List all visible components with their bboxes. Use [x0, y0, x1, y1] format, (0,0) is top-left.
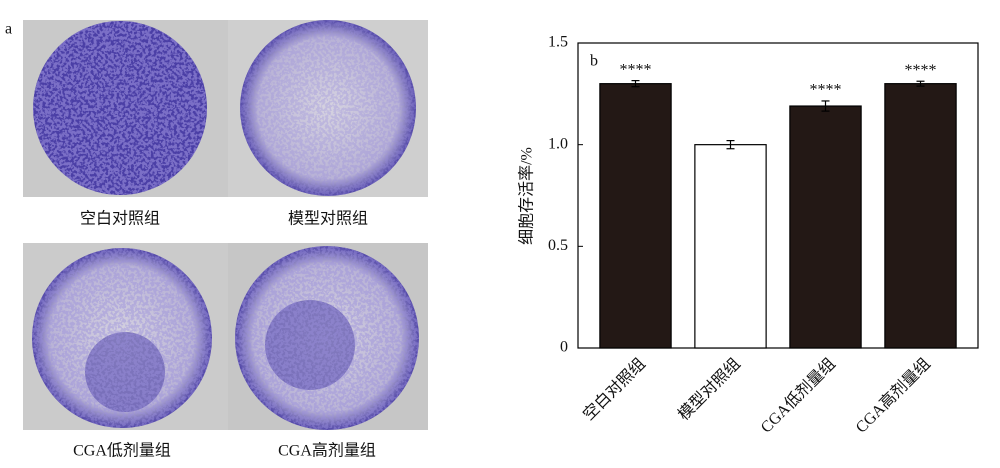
x-tick-label: 模型对照组: [675, 355, 744, 424]
error-bar: [726, 140, 735, 150]
image-caption: 模型对照组: [288, 210, 368, 228]
plot-frame: [577, 42, 979, 349]
panel-label: b: [590, 53, 598, 70]
bar: [884, 83, 957, 349]
error-bar: [916, 80, 925, 87]
dish-texture: [235, 246, 419, 430]
image-caption: 空白对照组: [80, 210, 160, 228]
y-tick-label: 0: [560, 339, 568, 356]
dish-images: [23, 20, 428, 430]
significance-label: ****: [905, 62, 937, 79]
y-tick-label: 1.5: [548, 34, 568, 51]
image-caption: CGA低剂量组: [73, 442, 171, 460]
panel-label: a: [5, 21, 12, 38]
bar: [789, 105, 862, 349]
y-axis-label: 细胞存活率/%: [518, 147, 536, 245]
significance-label: ****: [620, 61, 652, 78]
x-tick-label: CGA高剂量组: [852, 355, 934, 437]
error-bar: [821, 100, 830, 112]
x-tick-label: 空白对照组: [580, 355, 649, 424]
significance-label: ****: [810, 82, 842, 99]
y-tick-label: 1.0: [548, 135, 568, 152]
bar: [694, 144, 767, 349]
error-bar: [631, 80, 640, 88]
y-tick-label: 0.5: [548, 237, 568, 254]
dish-texture: [240, 20, 416, 196]
dish-texture: [33, 21, 207, 195]
x-tick-label: CGA低剂量组: [757, 355, 839, 437]
bar: [599, 83, 672, 349]
image-caption: CGA高剂量组: [278, 442, 376, 460]
dish-texture: [32, 248, 212, 428]
